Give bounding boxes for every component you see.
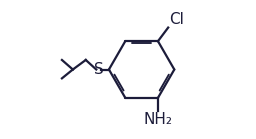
Text: S: S	[94, 62, 104, 77]
Text: Cl: Cl	[169, 12, 184, 27]
Text: NH₂: NH₂	[143, 112, 173, 127]
